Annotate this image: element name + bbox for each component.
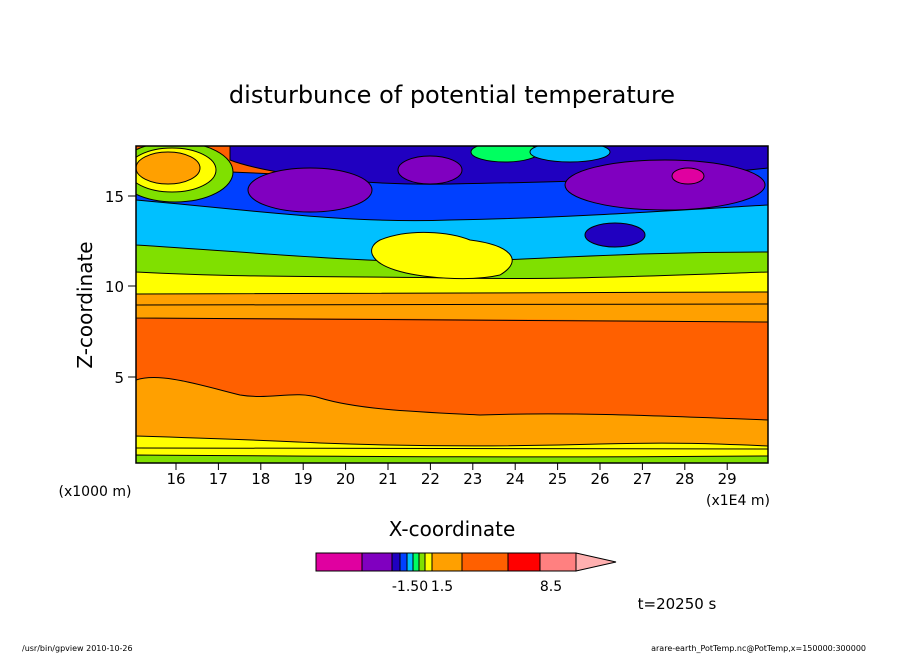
colorbar-swatch (315, 552, 363, 572)
blob-warm-left-orange (136, 151, 201, 185)
footer-right: arare-earth_PotTemp.nc@PotTemp,x=150000:… (651, 644, 866, 653)
y-tick-label: 10 (105, 278, 124, 296)
x-tick-label: 19 (294, 470, 313, 488)
y-axis-label: Z-coordinate (73, 241, 97, 368)
patch-yellow-mid (371, 232, 513, 280)
x-tick-label: 21 (378, 470, 397, 488)
cell-purple-1 (247, 167, 373, 213)
colorbar-swatch (418, 552, 426, 572)
colorbar-swatch (431, 552, 463, 572)
footer-left: /usr/bin/gpview 2010-10-26 (22, 644, 133, 653)
x-axis-label: X-coordinate (389, 517, 516, 541)
colorbar-swatch (361, 552, 393, 572)
cell-magenta (671, 167, 705, 185)
patch-green-top (470, 146, 540, 163)
colorbar-arrow (575, 552, 617, 572)
plot-frame (135, 145, 769, 464)
x-unit-right: (x1E4 m) (706, 493, 770, 509)
colorbar-label: 1.5 (431, 579, 453, 595)
x-tick-label: 25 (548, 470, 567, 488)
cell-purple-2 (397, 155, 463, 185)
x-tick-label: 28 (675, 470, 694, 488)
colorbar-swatch (399, 552, 408, 572)
colorbar (315, 552, 617, 572)
colorbar-swatch (412, 552, 420, 572)
x-tick-label: 24 (506, 470, 525, 488)
x-tick-label: 18 (251, 470, 270, 488)
band-lower-green (136, 454, 768, 463)
chart-title: disturbunce of potential temperature (229, 81, 675, 109)
x-tick-label: 26 (590, 470, 609, 488)
y-tick-label: 15 (105, 188, 124, 206)
x-unit-left: (x1000 m) (59, 484, 132, 500)
x-tick-label: 29 (718, 470, 737, 488)
colorbar-swatch (539, 552, 577, 572)
patch-cyan-top (529, 146, 611, 163)
y-tick-label: 5 (114, 369, 124, 387)
band-upper-orange (136, 289, 768, 323)
cell-purple-3 (564, 159, 766, 211)
x-tick-label: 20 (336, 470, 355, 488)
colorbar-label: -1.50 (392, 579, 428, 595)
x-tick-label: 17 (209, 470, 228, 488)
contour-field (136, 146, 768, 463)
colorbar-swatch (406, 552, 414, 572)
x-tick-label: 22 (421, 470, 440, 488)
time-label: t=20250 s (638, 595, 717, 613)
x-tick-label: 27 (633, 470, 652, 488)
cell-blue-right (584, 222, 646, 248)
colorbar-swatch (461, 552, 509, 572)
x-tick-label: 23 (463, 470, 482, 488)
x-tick-label: 16 (166, 470, 185, 488)
colorbar-swatch (507, 552, 541, 572)
x-axis: 16 17 18 19 20 21 22 23 24 25 26 27 28 29 (166, 463, 737, 488)
colorbar-swatch (391, 552, 401, 572)
colorbar-label: 8.5 (540, 579, 562, 595)
y-axis: 15 10 5 Z-coordinate (73, 188, 136, 387)
colorbar-swatch (424, 552, 433, 572)
